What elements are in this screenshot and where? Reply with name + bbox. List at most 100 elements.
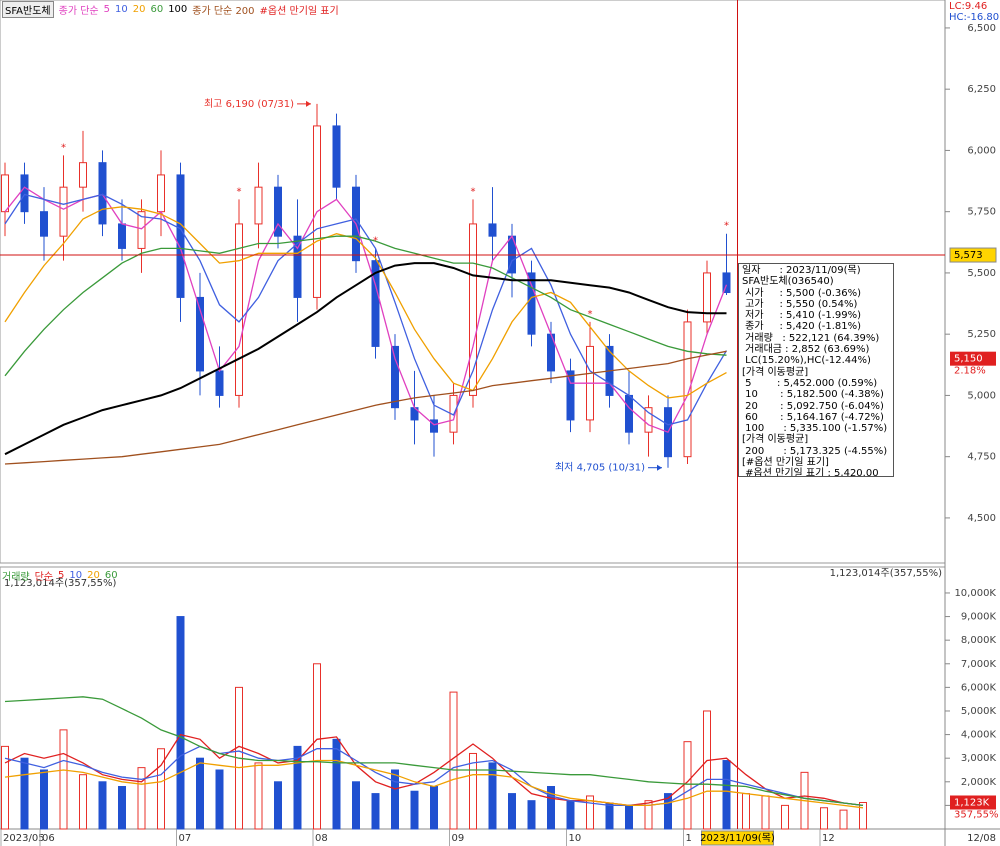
volume-bar [722, 760, 731, 830]
volume-bar [274, 781, 282, 830]
lc-label: LC:9.46 [949, 1, 987, 12]
candle-body [527, 272, 536, 335]
legend-entry: 5 [103, 4, 110, 15]
legend-entry: 60 [150, 4, 164, 15]
y-tick-label: 7,000K [961, 659, 997, 670]
candle-body [215, 370, 224, 396]
volume-bar [20, 757, 29, 830]
tooltip-row: [#옵션 만기일 표기] [742, 457, 829, 469]
tooltip-row: 60 : 5,164.167 (-4.72%) [742, 411, 884, 423]
last-volume-box [950, 795, 996, 810]
volume-bar [118, 786, 126, 830]
candle-body [332, 125, 341, 188]
chart-title: SFA반도체 [2, 1, 54, 18]
x-end-label: 12/08 [967, 833, 996, 844]
candle-body [683, 321, 692, 458]
ma-line [4, 696, 864, 807]
y-tick-label: 6,000 [967, 145, 996, 156]
candle-body [469, 223, 477, 396]
ma-line [4, 745, 864, 807]
ma-line [4, 733, 864, 807]
annotation: 최고 6,190 (07/31) [204, 98, 294, 110]
last-volume: 1,123K [954, 797, 990, 808]
volume-bar [547, 786, 555, 830]
ma-line [4, 350, 727, 465]
volume-bar [859, 801, 867, 830]
volume-bar [703, 710, 711, 830]
ma-line [4, 186, 728, 434]
chart-title: 거래량 [2, 572, 30, 583]
candle-body [137, 211, 146, 249]
expiry-marker: * [724, 221, 729, 232]
last-price-box [950, 351, 996, 366]
price-legend: SFA반도체 종가 단순 5 10 20 60 100 종가 단순 200 #옵션 만기일 표기 [2, 1, 339, 18]
tooltip-row: 20 : 5,092.750 (-6.04%) [742, 400, 884, 412]
tooltip-row: 시가 : 5,500 (-0.36%) [742, 287, 862, 299]
candle-body [274, 186, 282, 237]
candle-body [488, 223, 497, 237]
legend-entry: 100 [168, 4, 188, 15]
volume-bar [469, 752, 477, 830]
tooltip-row: SFA반도체(036540) [742, 276, 834, 288]
candle-body [235, 223, 243, 396]
candle-body [371, 260, 380, 347]
candle-body [79, 162, 87, 188]
tooltip-row: 10 : 5,182.500 (-4.38%) [742, 389, 884, 401]
ma-line [4, 193, 728, 426]
candle-body [625, 394, 633, 433]
tooltip-row: 일자 : 2023/11/09(목) [742, 265, 861, 276]
candle-body [157, 174, 165, 213]
legend-entry: 종가 단순 200 [192, 6, 255, 17]
legend-entry: 20 [87, 570, 100, 581]
y-tick-label: 2,000K [961, 777, 997, 788]
crosshair-date-box [701, 830, 774, 846]
volume-bar [820, 807, 828, 830]
volume-bar [254, 762, 263, 830]
expiry-marker: * [237, 186, 242, 197]
ma-line [4, 235, 727, 377]
crosshair-value-box [949, 247, 997, 263]
x-tick-label: 10 [569, 833, 582, 844]
volume-bar [196, 757, 204, 830]
y-tick-label: 9,000K [961, 612, 997, 623]
volume-bar [59, 729, 68, 830]
y-tick-label: 5,250 [967, 329, 996, 340]
expiry-marker: * [588, 309, 593, 320]
tooltip-row: 종가 : 5,420 (-1.81%) [742, 321, 862, 333]
legend-entry: 5 [58, 570, 65, 581]
tooltip: 일자 : 2023/11/09(목) SFA반도체(036540) 시가 : 5,… [738, 263, 894, 477]
candle-body [118, 223, 126, 249]
y-tick-label: 5,000K [961, 706, 997, 717]
annotation-arrowhead [306, 100, 311, 107]
volume-bar [40, 769, 48, 830]
y-tick-label: 4,750 [967, 452, 996, 463]
candle-body [1, 174, 9, 213]
volume-bar [352, 781, 360, 830]
volume-bar [839, 809, 848, 830]
expiry-marker: * [61, 142, 66, 153]
y-tick-label: 3,000K [961, 753, 997, 764]
y-tick-label: 6,000K [961, 682, 997, 693]
volume-bar [508, 793, 516, 830]
volume-bar [664, 793, 672, 830]
candle-body [98, 162, 107, 225]
volume-bar [98, 781, 107, 830]
legend-expiry: #옵션 만기일 표기 [259, 6, 339, 17]
annotation-arrowhead [657, 464, 662, 471]
candle-body [40, 211, 48, 237]
crosshair-value: 5,573 [954, 250, 983, 261]
last-price: 5,150 [954, 354, 983, 365]
candle-body [566, 370, 575, 421]
x-tick-label: 1 [686, 833, 692, 844]
legend-entry: 10 [69, 570, 83, 581]
volume-bar [761, 795, 770, 830]
legend-prefix: 종가 단순 [58, 6, 99, 17]
tooltip-row: 거래대금 : 2,852 (63.69%) [742, 344, 870, 356]
tooltip-row: 5 : 5,452.000 (0.59%) [742, 377, 878, 389]
last-volume-pct: 357,55% [954, 809, 999, 820]
candle-body [703, 272, 711, 323]
tooltip-row: [가격 이동평균] [742, 366, 809, 378]
volume-bar [332, 738, 341, 830]
